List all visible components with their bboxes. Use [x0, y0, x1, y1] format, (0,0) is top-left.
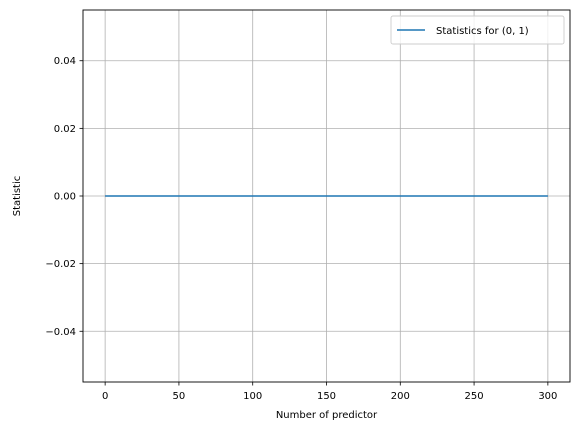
y-tick-label: 0.04 [54, 56, 76, 67]
x-tick-label: 50 [173, 391, 186, 402]
axis-ticks: 0 50 100 150 200 250 300 −0.04 −0.02 0.00 0.02 0.04 [45, 56, 557, 402]
x-tick-label: 250 [465, 391, 484, 402]
x-tick-label: 100 [243, 391, 262, 402]
legend-label: Statistics for (0, 1) [436, 26, 529, 37]
y-tick-label: −0.02 [45, 259, 76, 270]
legend-box [390, 15, 565, 45]
y-tick-label: 0.00 [54, 192, 76, 203]
x-tick-label: 300 [538, 391, 557, 402]
legend: Statistics for (0, 1) [390, 15, 565, 45]
x-tick-label: 150 [317, 391, 336, 402]
x-tick-label: 0 [102, 391, 108, 402]
y-axis-label: Statistic [12, 176, 23, 217]
x-tick-label: 200 [391, 391, 410, 402]
x-axis-label: Number of predictor [276, 410, 378, 421]
y-tick-label: −0.04 [45, 327, 76, 338]
y-tick-label: 0.02 [54, 124, 76, 135]
